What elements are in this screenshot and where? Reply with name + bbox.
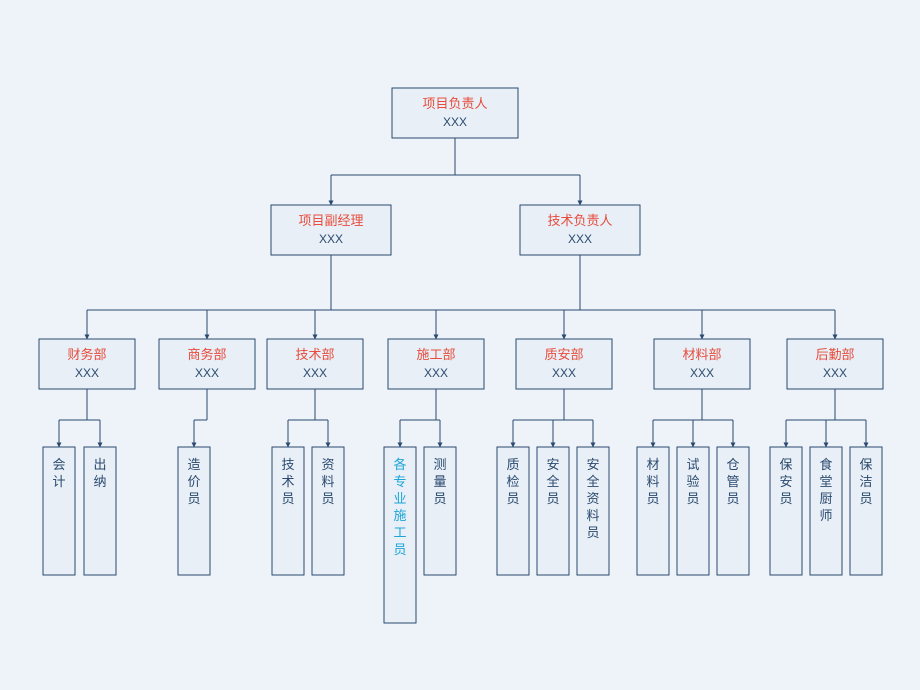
leaf-text: 员: [546, 491, 559, 506]
leaf-text: 料: [586, 508, 599, 523]
leaf-text: 造: [187, 457, 200, 472]
leaf-text: 价: [187, 474, 200, 489]
dept-box-0-sub: XXX: [75, 366, 99, 380]
leaf-text: 工: [393, 525, 406, 540]
leaf-text: 保: [779, 457, 792, 472]
leaf-text: 术: [281, 474, 294, 489]
leaf-text: 资: [321, 457, 334, 472]
dept-box-5-sub: XXX: [690, 366, 714, 380]
leaf-text: 仓: [726, 457, 739, 472]
leaf-text: 出: [93, 457, 106, 472]
leaf-text: 员: [281, 491, 294, 506]
leaf-text: 专: [393, 474, 406, 489]
dept-box-3-sub: XXX: [424, 366, 448, 380]
level2-box-0-title: 项目副经理: [298, 213, 363, 228]
leaf-text: 员: [321, 491, 334, 506]
leaf-text: 各: [393, 457, 406, 472]
leaf-text: 员: [187, 491, 200, 506]
leaf-text: 料: [646, 474, 659, 489]
leaf-text: 施: [393, 508, 406, 523]
leaf-text: 测: [433, 457, 446, 472]
level2-box-1-sub: XXX: [568, 232, 592, 246]
leaf-text: 技: [281, 457, 294, 472]
leaf-text: 厨: [819, 491, 832, 506]
leaf-text: 安: [586, 457, 599, 472]
dept-box-2-title: 技术部: [295, 347, 334, 362]
leaf-text: 纳: [93, 474, 106, 489]
leaf-text: 洁: [859, 474, 872, 489]
leaf-text: 员: [779, 491, 792, 506]
dept-box-6-title: 后勤部: [815, 347, 854, 362]
leaf-text: 业: [393, 491, 406, 506]
leaf-text: 员: [646, 491, 659, 506]
leaf-text: 会: [52, 457, 65, 472]
leaf-text: 员: [726, 491, 739, 506]
dept-box-6-sub: XXX: [823, 366, 847, 380]
leaf-text: 量: [433, 474, 446, 489]
level2-box-0-sub: XXX: [319, 232, 343, 246]
leaf-text: 员: [433, 491, 446, 506]
leaf-text: 师: [819, 508, 832, 523]
leaf-text: 验: [686, 474, 699, 489]
leaf-text: 食: [819, 457, 832, 472]
leaf-text: 员: [859, 491, 872, 506]
leaf-text: 检: [506, 474, 519, 489]
level2-box-1-title: 技术负责人: [547, 213, 612, 228]
root-box-title: 项目负责人: [422, 96, 487, 111]
leaf-text: 管: [726, 474, 739, 489]
leaf-text: 堂: [819, 474, 832, 489]
root-box-sub: XXX: [443, 115, 467, 129]
leaf-text: 员: [506, 491, 519, 506]
leaf-text: 材: [646, 457, 659, 472]
leaf-text: 料: [321, 474, 334, 489]
org-chart: 项目负责人 XXX 项目副经理 XXX 技术负责人 XXX 财务部 XXX 商务部 XXX 技术部 X…: [0, 0, 920, 690]
dept-box-1-sub: XXX: [195, 366, 219, 380]
leaf-text: 安: [779, 474, 792, 489]
leaf-text: 全: [586, 474, 599, 489]
leaf-text: 试: [686, 457, 699, 472]
dept-box-4-sub: XXX: [552, 366, 576, 380]
leaf-text: 保: [859, 457, 872, 472]
dept-box-4-title: 质安部: [544, 347, 583, 362]
dept-box-2-sub: XXX: [303, 366, 327, 380]
leaf-text: 安: [546, 457, 559, 472]
leaf-text: 质: [506, 457, 519, 472]
dept-box-0-title: 财务部: [67, 347, 106, 362]
leaf-text: 计: [52, 474, 65, 489]
dept-box-1-title: 商务部: [187, 347, 226, 362]
leaf-text: 员: [586, 525, 599, 540]
leaf-text: 资: [586, 491, 599, 506]
leaf-text: 员: [393, 542, 406, 557]
leaf-text: 员: [686, 491, 699, 506]
dept-box-5-title: 材料部: [682, 347, 721, 362]
leaf-text: 全: [546, 474, 559, 489]
dept-box-3-title: 施工部: [416, 347, 455, 362]
